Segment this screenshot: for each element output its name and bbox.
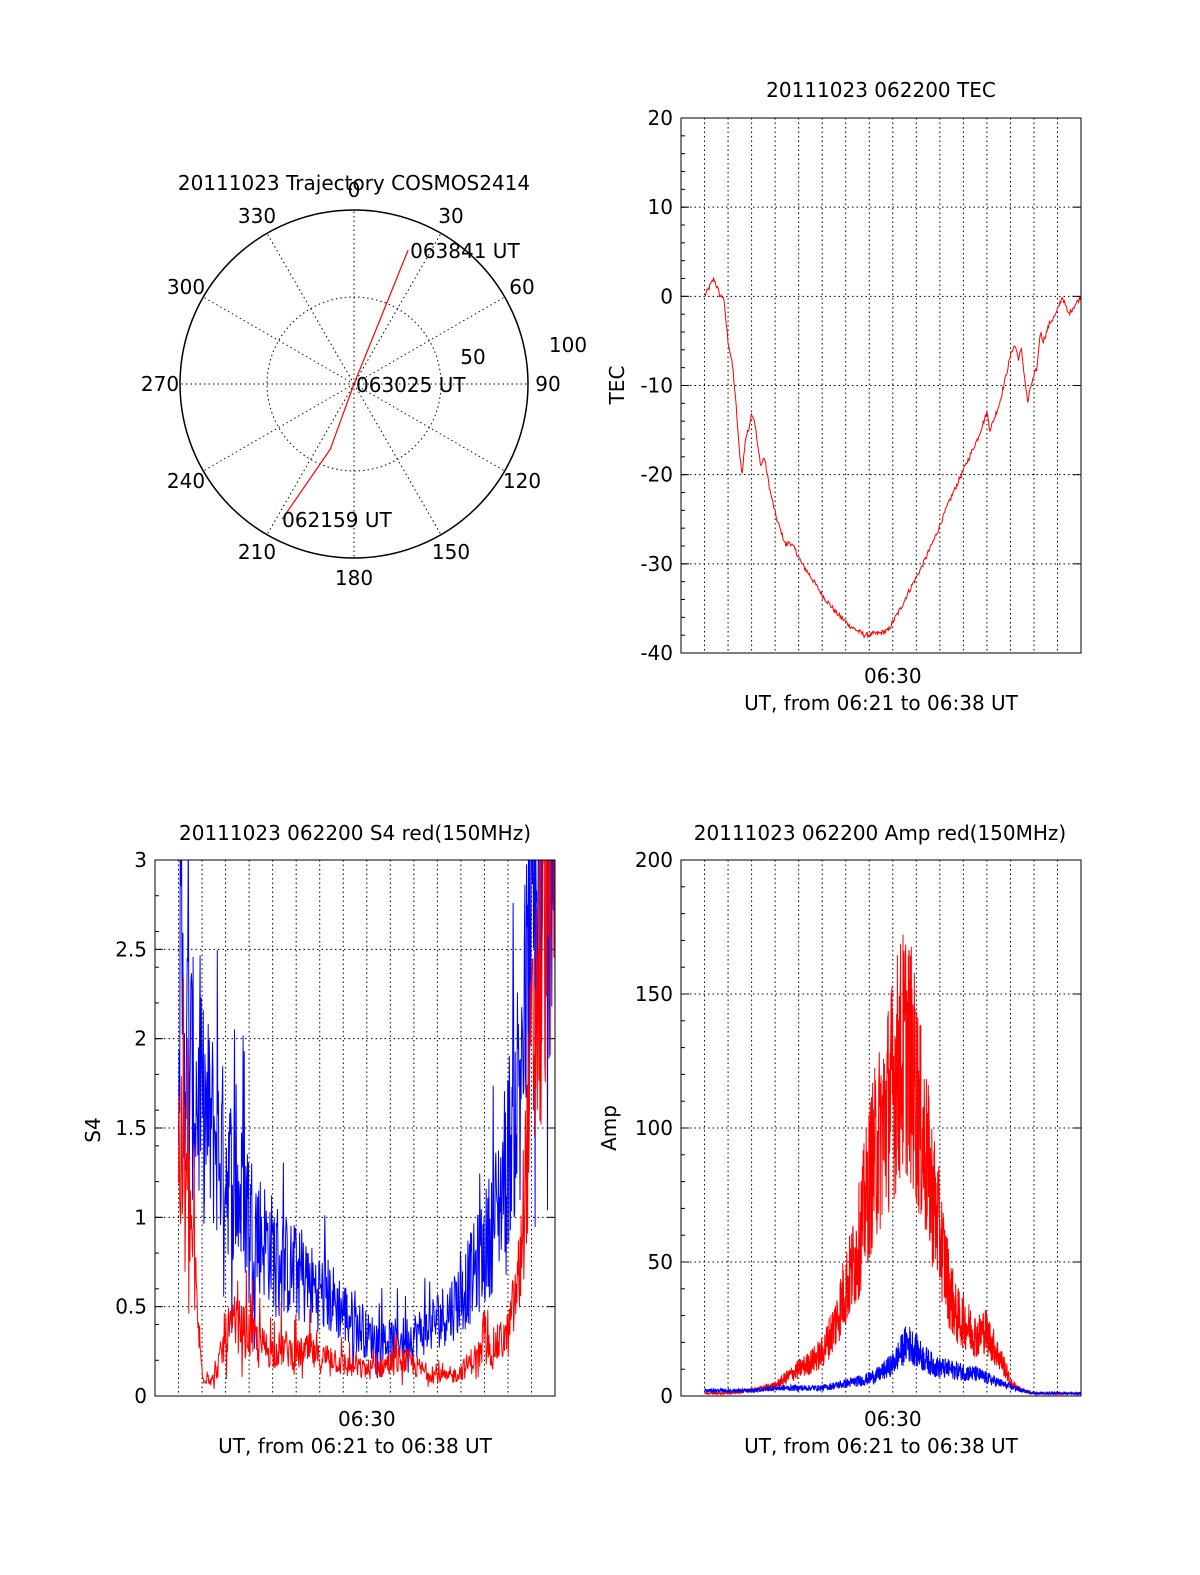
tec-ytick-label: -40 [640,641,673,665]
tec-ytick-label: 10 [648,195,673,219]
polar-spoke-330 [266,233,355,385]
polar-azimuth-label-210: 210 [238,540,276,564]
polar-azimuth-label-240: 240 [167,469,205,493]
polar-azimuth-label-150: 150 [432,540,470,564]
s4-xtick-label: 06:30 [338,1407,396,1431]
s4-ytick-label: 0.5 [115,1295,147,1319]
tec-x-axis-label: UT, from 06:21 to 06:38 UT [744,691,1019,715]
tec-series-line [704,277,1082,640]
s4-y-axis-label: S4 [81,1117,105,1142]
polar-grid [179,209,529,559]
amp-line-chart: 20111023 062200 Amp red(150MHz) 200 150 10… [597,821,1082,1458]
polar-annotation-2: 062159 UT [282,508,392,532]
polar-azimuth-label-300: 300 [167,275,205,299]
tec-plot-frame [680,117,1082,654]
polar-spoke-120 [353,383,505,472]
polar-spoke-60 [353,296,505,385]
tec-ytick-label: 20 [648,106,673,130]
polar-spoke-300 [203,296,355,385]
polar-spoke-210 [266,383,355,535]
tec-chart-title: 20111023 062200 TEC [766,78,996,102]
polar-azimuth-label-180: 180 [335,566,373,590]
tec-ytick-label: -20 [640,463,673,487]
polar-annotation-0: 063841 UT [410,239,520,263]
amp-x-axis-label: UT, from 06:21 to 06:38 UT [744,1434,1019,1458]
s4-series-line-0 [178,860,555,1379]
s4-plot-frame [154,859,556,1397]
s4-x-axis-label: UT, from 06:21 to 06:38 UT [218,1434,493,1458]
s4-ytick-label: 3 [134,848,147,872]
polar-azimuth-label-330: 330 [238,204,276,228]
amp-ytick-label: 0 [660,1384,673,1408]
s4-ytick-label: 1 [134,1205,147,1229]
polar-azimuth-label-60: 60 [509,275,534,299]
polar-azimuth-label-120: 120 [503,469,541,493]
polar-spoke-150 [353,383,442,535]
amp-ytick-label: 150 [635,982,673,1006]
polar-tick-labels: 0 30 60 90 120 150 180 210 240 270 300 330 50 100 [141,178,587,590]
polar-annotations: 063841 UT 063025 UT 062159 UT [282,239,520,532]
amp-ytick-label: 50 [648,1250,673,1274]
polar-radial-label-50: 50 [460,345,485,369]
s4-ytick-label: 2 [134,1027,147,1051]
polar-outer-circle [179,209,529,559]
amp-y-axis-label: Amp [597,1105,621,1151]
s4-ytick-label: 2.5 [115,937,147,961]
tec-tick-labels: 20 10 0 -10 -20 -30 -40 06:30 [640,106,921,688]
polar-azimuth-label-270: 270 [141,372,179,396]
amp-plot-frame [680,859,1082,1397]
tec-xtick-label: 06:30 [864,664,922,688]
trajectory-polar-plot: 20111023 Trajectory COSMOS2414 0 30 60 90 12… [141,171,587,590]
amp-series-line-1 [704,1326,1082,1397]
polar-azimuth-label-0: 0 [348,178,361,202]
amp-tick-labels: 200 150 100 50 0 06:30 [635,848,922,1431]
tec-grid [681,117,1081,654]
amp-ytick-label: 100 [635,1116,673,1140]
polar-series [281,249,409,520]
tec-line-chart: 20111023 062200 TEC 20 10 0 -10 -20 -30 -40 06:… [605,78,1082,715]
tec-ytick-label: 0 [660,284,673,308]
polar-radial-label-100: 100 [549,333,587,357]
tec-y-axis-label: TEC [605,366,629,406]
polar-spoke-30 [353,233,442,385]
amp-series [704,934,1082,1397]
polar-plot-title: 20111023 Trajectory COSMOS2414 [178,171,530,195]
s4-chart-title: 20111023 062200 S4 red(150MHz) [179,821,531,845]
polar-azimuth-label-90: 90 [535,372,560,396]
s4-ytick-label: 1.5 [115,1116,147,1140]
tec-ytick-label: -30 [640,552,673,576]
amp-chart-title: 20111023 062200 Amp red(150MHz) [694,821,1066,845]
polar-trajectory-line [281,249,409,520]
tec-ytick-label: -10 [640,374,673,398]
s4-tick-labels: 3 2.5 2 1.5 1 0.5 0 06:30 [115,848,395,1431]
s4-series-line-1 [178,860,555,1389]
amp-ytick-label: 200 [635,848,673,872]
amp-xtick-label: 06:30 [864,1407,922,1431]
s4-line-chart: 20111023 062200 S4 red(150MHz) 3 2.5 2 1.5 1… [81,821,556,1458]
tec-series [704,277,1082,640]
s4-ytick-label: 0 [134,1384,147,1408]
polar-spoke-240 [203,383,355,472]
polar-annotation-1: 063025 UT [356,373,466,397]
polar-azimuth-label-30: 30 [438,204,463,228]
s4-series [178,860,555,1389]
